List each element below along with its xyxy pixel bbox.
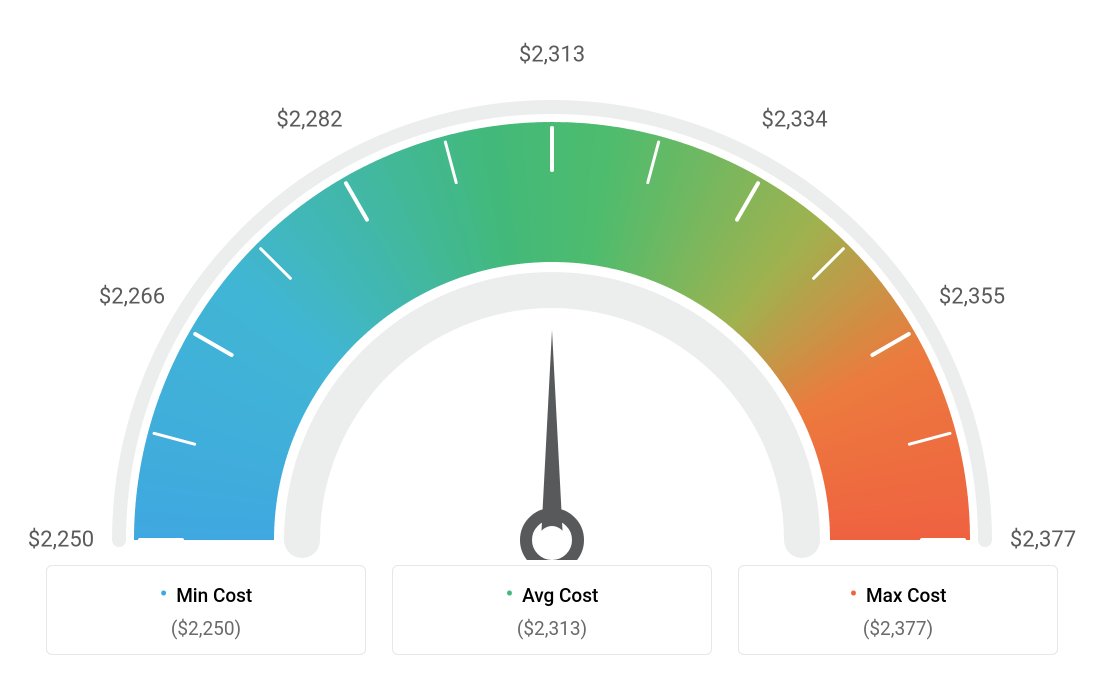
gauge-chart: $2,250 $2,266 $2,282 $2,313 $2,334 $2,355 $2,3…	[0, 0, 1104, 560]
gauge-svg	[0, 0, 1104, 560]
legend-card-avg: • Avg Cost ($2,313)	[392, 565, 712, 655]
gauge-tick-label: $2,250	[28, 528, 94, 553]
gauge-tick-label: $2,266	[99, 285, 165, 310]
gauge-tick-label: $2,377	[1010, 528, 1076, 553]
legend-title-text: Min Cost	[176, 584, 252, 607]
legend-title-text: Avg Cost	[522, 584, 598, 607]
dot-icon: •	[160, 582, 168, 607]
legend-title-max: • Max Cost	[739, 582, 1057, 607]
gauge-tick-label: $2,334	[761, 108, 827, 133]
legend-value-max: ($2,377)	[739, 617, 1057, 640]
legend-value-avg: ($2,313)	[393, 617, 711, 640]
legend-row: • Min Cost ($2,250) • Avg Cost ($2,313) …	[0, 565, 1104, 655]
gauge-tick-label: $2,313	[519, 43, 585, 68]
legend-card-min: • Min Cost ($2,250)	[46, 565, 366, 655]
legend-title-avg: • Avg Cost	[393, 582, 711, 607]
gauge-tick-label: $2,355	[939, 285, 1005, 310]
dot-icon: •	[850, 582, 858, 607]
dot-icon: •	[506, 582, 514, 607]
legend-value-min: ($2,250)	[47, 617, 365, 640]
gauge-tick-label: $2,282	[276, 108, 342, 133]
legend-card-max: • Max Cost ($2,377)	[738, 565, 1058, 655]
legend-title-text: Max Cost	[866, 584, 946, 607]
legend-title-min: • Min Cost	[47, 582, 365, 607]
